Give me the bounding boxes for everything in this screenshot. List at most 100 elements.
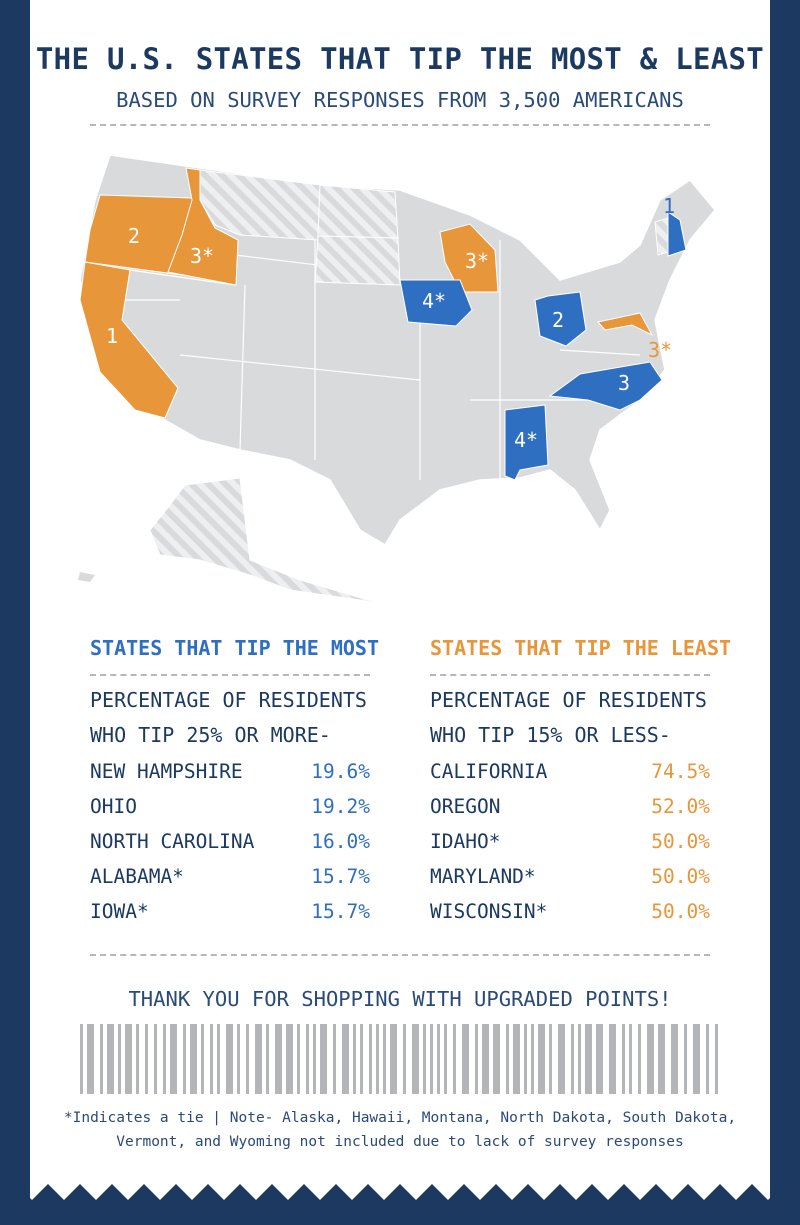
barcode-bar [538, 1024, 545, 1094]
label-north-carolina: 3 [618, 371, 630, 395]
barcode-bar [609, 1024, 616, 1094]
least-row-state: CALIFORNIA [430, 760, 548, 783]
barcode-bar [715, 1024, 718, 1094]
barcode-bar [320, 1024, 327, 1094]
label-oregon: 2 [128, 224, 140, 248]
barcode-bar [297, 1024, 300, 1094]
most-row-value: 15.7% [311, 865, 370, 888]
barcode-bar [506, 1024, 509, 1094]
state-new-hampshire[interactable] [667, 211, 687, 257]
least-row-state: OREGON [430, 795, 501, 818]
page-subtitle: BASED ON SURVEY RESPONSES FROM 3,500 AME… [116, 88, 684, 112]
barcode-bar [390, 1024, 397, 1094]
barcode-bar [266, 1024, 269, 1094]
barcode-bar [437, 1024, 440, 1094]
us-mainland-shape [79, 154, 716, 547]
barcode-bar [136, 1024, 139, 1094]
most-row-state: ALABAMA* [90, 865, 184, 888]
divider [90, 124, 710, 126]
barcode-bar [255, 1024, 262, 1094]
barcode-bar [313, 1024, 316, 1094]
least-heading: STATES THAT TIP THE LEAST [430, 636, 732, 660]
barcode-bar [107, 1024, 114, 1094]
barcode-bar [210, 1024, 213, 1094]
least-row-state: MARYLAND* [430, 865, 536, 888]
barcode-bar [163, 1024, 166, 1094]
barcode-bar [475, 1024, 478, 1094]
barcode-bar [430, 1024, 433, 1094]
barcode-bar [376, 1024, 379, 1094]
page-title: THE U.S. STATES THAT TIP THE MOST & LEAS… [35, 42, 765, 76]
barcode-bar [578, 1024, 581, 1094]
divider [430, 674, 710, 676]
barcode-bar [453, 1024, 456, 1094]
state-north-carolina[interactable] [548, 361, 663, 411]
divider [90, 954, 710, 956]
state-maryland[interactable] [597, 312, 654, 337]
barcode-bar [513, 1024, 520, 1094]
state-wisconsin[interactable] [439, 223, 499, 293]
label-new-hampshire: 1 [663, 194, 675, 218]
most-row-state: IOWA* [90, 900, 149, 923]
barcode-bar [118, 1024, 121, 1094]
state-idaho[interactable] [167, 167, 239, 286]
footnote-line-1: *Indicates a tie | Note- Alaska, Hawaii,… [63, 1110, 737, 1126]
barcode-bar [647, 1024, 654, 1094]
thanks-message: THANK YOU FOR SHOPPING WITH UPGRADED POI… [128, 987, 672, 1011]
barcode-bar [693, 1024, 700, 1094]
most-row-value: 19.6% [311, 760, 370, 783]
barcode-bar [482, 1024, 489, 1094]
barcode-bar [671, 1024, 678, 1094]
least-row-value: 50.0% [651, 865, 710, 888]
barcode-bar [549, 1024, 552, 1094]
most-row-state: NORTH CAROLINA [90, 830, 255, 853]
barcode-bar [596, 1024, 603, 1094]
footnote-line-2: Vermont, and Wyoming not included due to… [116, 1134, 684, 1150]
south-dakota-hatched [314, 235, 401, 286]
most-row-value: 19.2% [311, 795, 370, 818]
barcode-bar [342, 1024, 349, 1094]
label-idaho: 3* [190, 244, 214, 268]
barcode-bar [145, 1024, 148, 1094]
barcode-bar [154, 1024, 157, 1094]
most-row-state: NEW HAMPSHIRE [90, 760, 243, 783]
barcode-bar [423, 1024, 426, 1094]
barcode-bar [100, 1024, 103, 1094]
label-california: 1 [106, 324, 118, 348]
barcode-bar [217, 1024, 220, 1094]
barcode [80, 1024, 718, 1094]
state-california[interactable] [79, 261, 179, 419]
label-iowa: 4* [422, 289, 446, 313]
least-subheading-2: WHO TIP 15% OR LESS- [430, 723, 671, 747]
barcode-bar [360, 1024, 363, 1094]
most-row-value: 15.7% [311, 900, 370, 923]
barcode-bar [403, 1024, 406, 1094]
state-ohio[interactable] [534, 291, 587, 347]
most-subheading-1: PERCENTAGE OF RESIDENTS [90, 688, 367, 712]
barcode-bar [629, 1024, 632, 1094]
barcode-bar [125, 1024, 132, 1094]
barcode-bar [190, 1024, 197, 1094]
divider [90, 674, 370, 676]
barcode-bar [444, 1024, 447, 1094]
barcode-bar [558, 1024, 565, 1094]
alaska-hatched [149, 477, 386, 606]
least-row-value: 52.0% [651, 795, 710, 818]
us-map: 2 1 3* 3* 4* 2 3 4* 1 3* [78, 154, 716, 606]
barcode-bar [531, 1024, 534, 1094]
barcode-bar [353, 1024, 356, 1094]
barcode-bar [638, 1024, 641, 1094]
most-row-state: OHIO [90, 795, 137, 818]
label-wisconsin: 3* [465, 249, 489, 273]
barcode-bar [684, 1024, 687, 1094]
state-iowa[interactable] [399, 279, 473, 327]
label-maryland: 3* [648, 338, 672, 362]
least-row-state: IDAHO* [430, 830, 501, 853]
least-row-value: 74.5% [651, 760, 710, 783]
least-subheading-1: PERCENTAGE OF RESIDENTS [430, 688, 707, 712]
barcode-bar [80, 1024, 83, 1094]
barcode-bar [412, 1024, 419, 1094]
state-alabama[interactable] [504, 404, 549, 481]
zigzag-edge [0, 1184, 800, 1225]
barcode-bar [170, 1024, 177, 1094]
